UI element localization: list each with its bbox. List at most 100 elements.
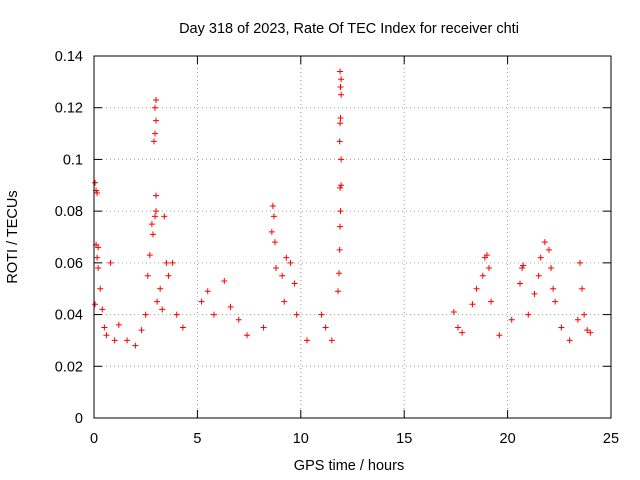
- data-point: [558, 324, 565, 331]
- data-point: [142, 311, 149, 318]
- data-point: [450, 308, 457, 315]
- data-point: [150, 138, 157, 145]
- data-point: [157, 285, 164, 292]
- data-point: [336, 246, 343, 253]
- data-point: [581, 311, 588, 318]
- data-point: [152, 104, 159, 111]
- data-point: [92, 301, 99, 308]
- data-point: [270, 213, 277, 220]
- x-tick-label: 0: [90, 431, 98, 447]
- data-point: [210, 311, 217, 318]
- data-point: [95, 265, 102, 272]
- y-tick-label: 0.04: [55, 308, 83, 324]
- data-point: [153, 208, 160, 215]
- data-point: [97, 285, 104, 292]
- data-point: [337, 115, 344, 122]
- data-point: [148, 221, 155, 228]
- data-point: [336, 138, 343, 145]
- data-point: [335, 288, 342, 295]
- axis-ticks: 0 5 10 15 20 25 0 0.02 0.04 0.06 0.08 0.1 0.12 0.14: [55, 49, 619, 447]
- data-point: [154, 298, 161, 305]
- data-point: [287, 259, 294, 266]
- y-tick-label: 0.12: [55, 101, 83, 117]
- data-point: [473, 285, 480, 292]
- x-tick-label: 10: [293, 431, 309, 447]
- data-point: [163, 259, 170, 266]
- data-point: [173, 311, 180, 318]
- data-point: [535, 272, 542, 279]
- data-point: [304, 337, 311, 344]
- data-point: [101, 324, 108, 331]
- data-point: [281, 298, 288, 305]
- data-point: [469, 301, 476, 308]
- data-point: [479, 272, 486, 279]
- data-point: [159, 306, 166, 313]
- data-points: [92, 68, 594, 349]
- data-point: [272, 265, 279, 272]
- data-point: [115, 321, 122, 328]
- data-point: [531, 290, 538, 297]
- data-point: [95, 244, 102, 251]
- plot-frame: [93, 55, 612, 419]
- data-point: [337, 223, 344, 230]
- x-axis-label: GPS time / hours: [294, 458, 404, 474]
- data-point: [144, 272, 151, 279]
- data-point: [293, 311, 300, 318]
- data-point: [244, 332, 251, 339]
- x-tick-label: 25: [603, 431, 619, 447]
- y-tick-label: 0.06: [55, 256, 83, 272]
- data-point: [92, 179, 99, 186]
- data-point: [336, 270, 343, 277]
- data-point: [132, 342, 139, 349]
- data-point: [260, 324, 267, 331]
- data-point: [520, 262, 527, 269]
- data-point: [149, 231, 156, 238]
- data-point: [552, 298, 559, 305]
- data-point: [124, 337, 131, 344]
- data-point: [152, 130, 159, 137]
- data-point: [99, 306, 106, 313]
- data-point: [153, 117, 160, 124]
- data-point: [574, 316, 581, 323]
- data-point: [283, 254, 290, 261]
- data-point: [579, 285, 586, 292]
- data-point: [550, 285, 557, 292]
- grid-lines: [94, 56, 611, 418]
- data-point: [227, 303, 234, 310]
- y-tick-label: 0: [75, 411, 83, 427]
- data-point: [587, 329, 594, 336]
- data-point: [337, 120, 344, 127]
- x-tick-label: 5: [193, 431, 201, 447]
- chart-title: Day 318 of 2023, Rate Of TEC Index for r…: [179, 21, 519, 37]
- data-point: [94, 190, 101, 197]
- data-point: [322, 324, 329, 331]
- data-point: [169, 259, 176, 266]
- data-point: [337, 68, 344, 75]
- data-point: [338, 182, 345, 189]
- data-point: [103, 332, 110, 339]
- data-point: [483, 252, 490, 259]
- data-point: [454, 324, 461, 331]
- data-point: [545, 246, 552, 253]
- data-point: [269, 202, 276, 209]
- data-point: [541, 239, 548, 246]
- data-point: [291, 280, 298, 287]
- data-point: [485, 265, 492, 272]
- data-point: [337, 208, 344, 215]
- data-point: [271, 239, 278, 246]
- y-tick-label: 0.08: [55, 204, 83, 220]
- data-point: [165, 272, 172, 279]
- data-point: [517, 280, 524, 287]
- data-point: [235, 316, 242, 323]
- y-tick-label: 0.14: [55, 49, 83, 65]
- data-point: [221, 277, 228, 284]
- data-point: [153, 192, 160, 199]
- data-point: [198, 298, 205, 305]
- data-point: [519, 265, 526, 272]
- data-point: [338, 76, 345, 83]
- y-tick-label: 0.02: [55, 359, 83, 375]
- data-point: [152, 213, 159, 220]
- data-point: [279, 272, 286, 279]
- data-point: [153, 96, 160, 103]
